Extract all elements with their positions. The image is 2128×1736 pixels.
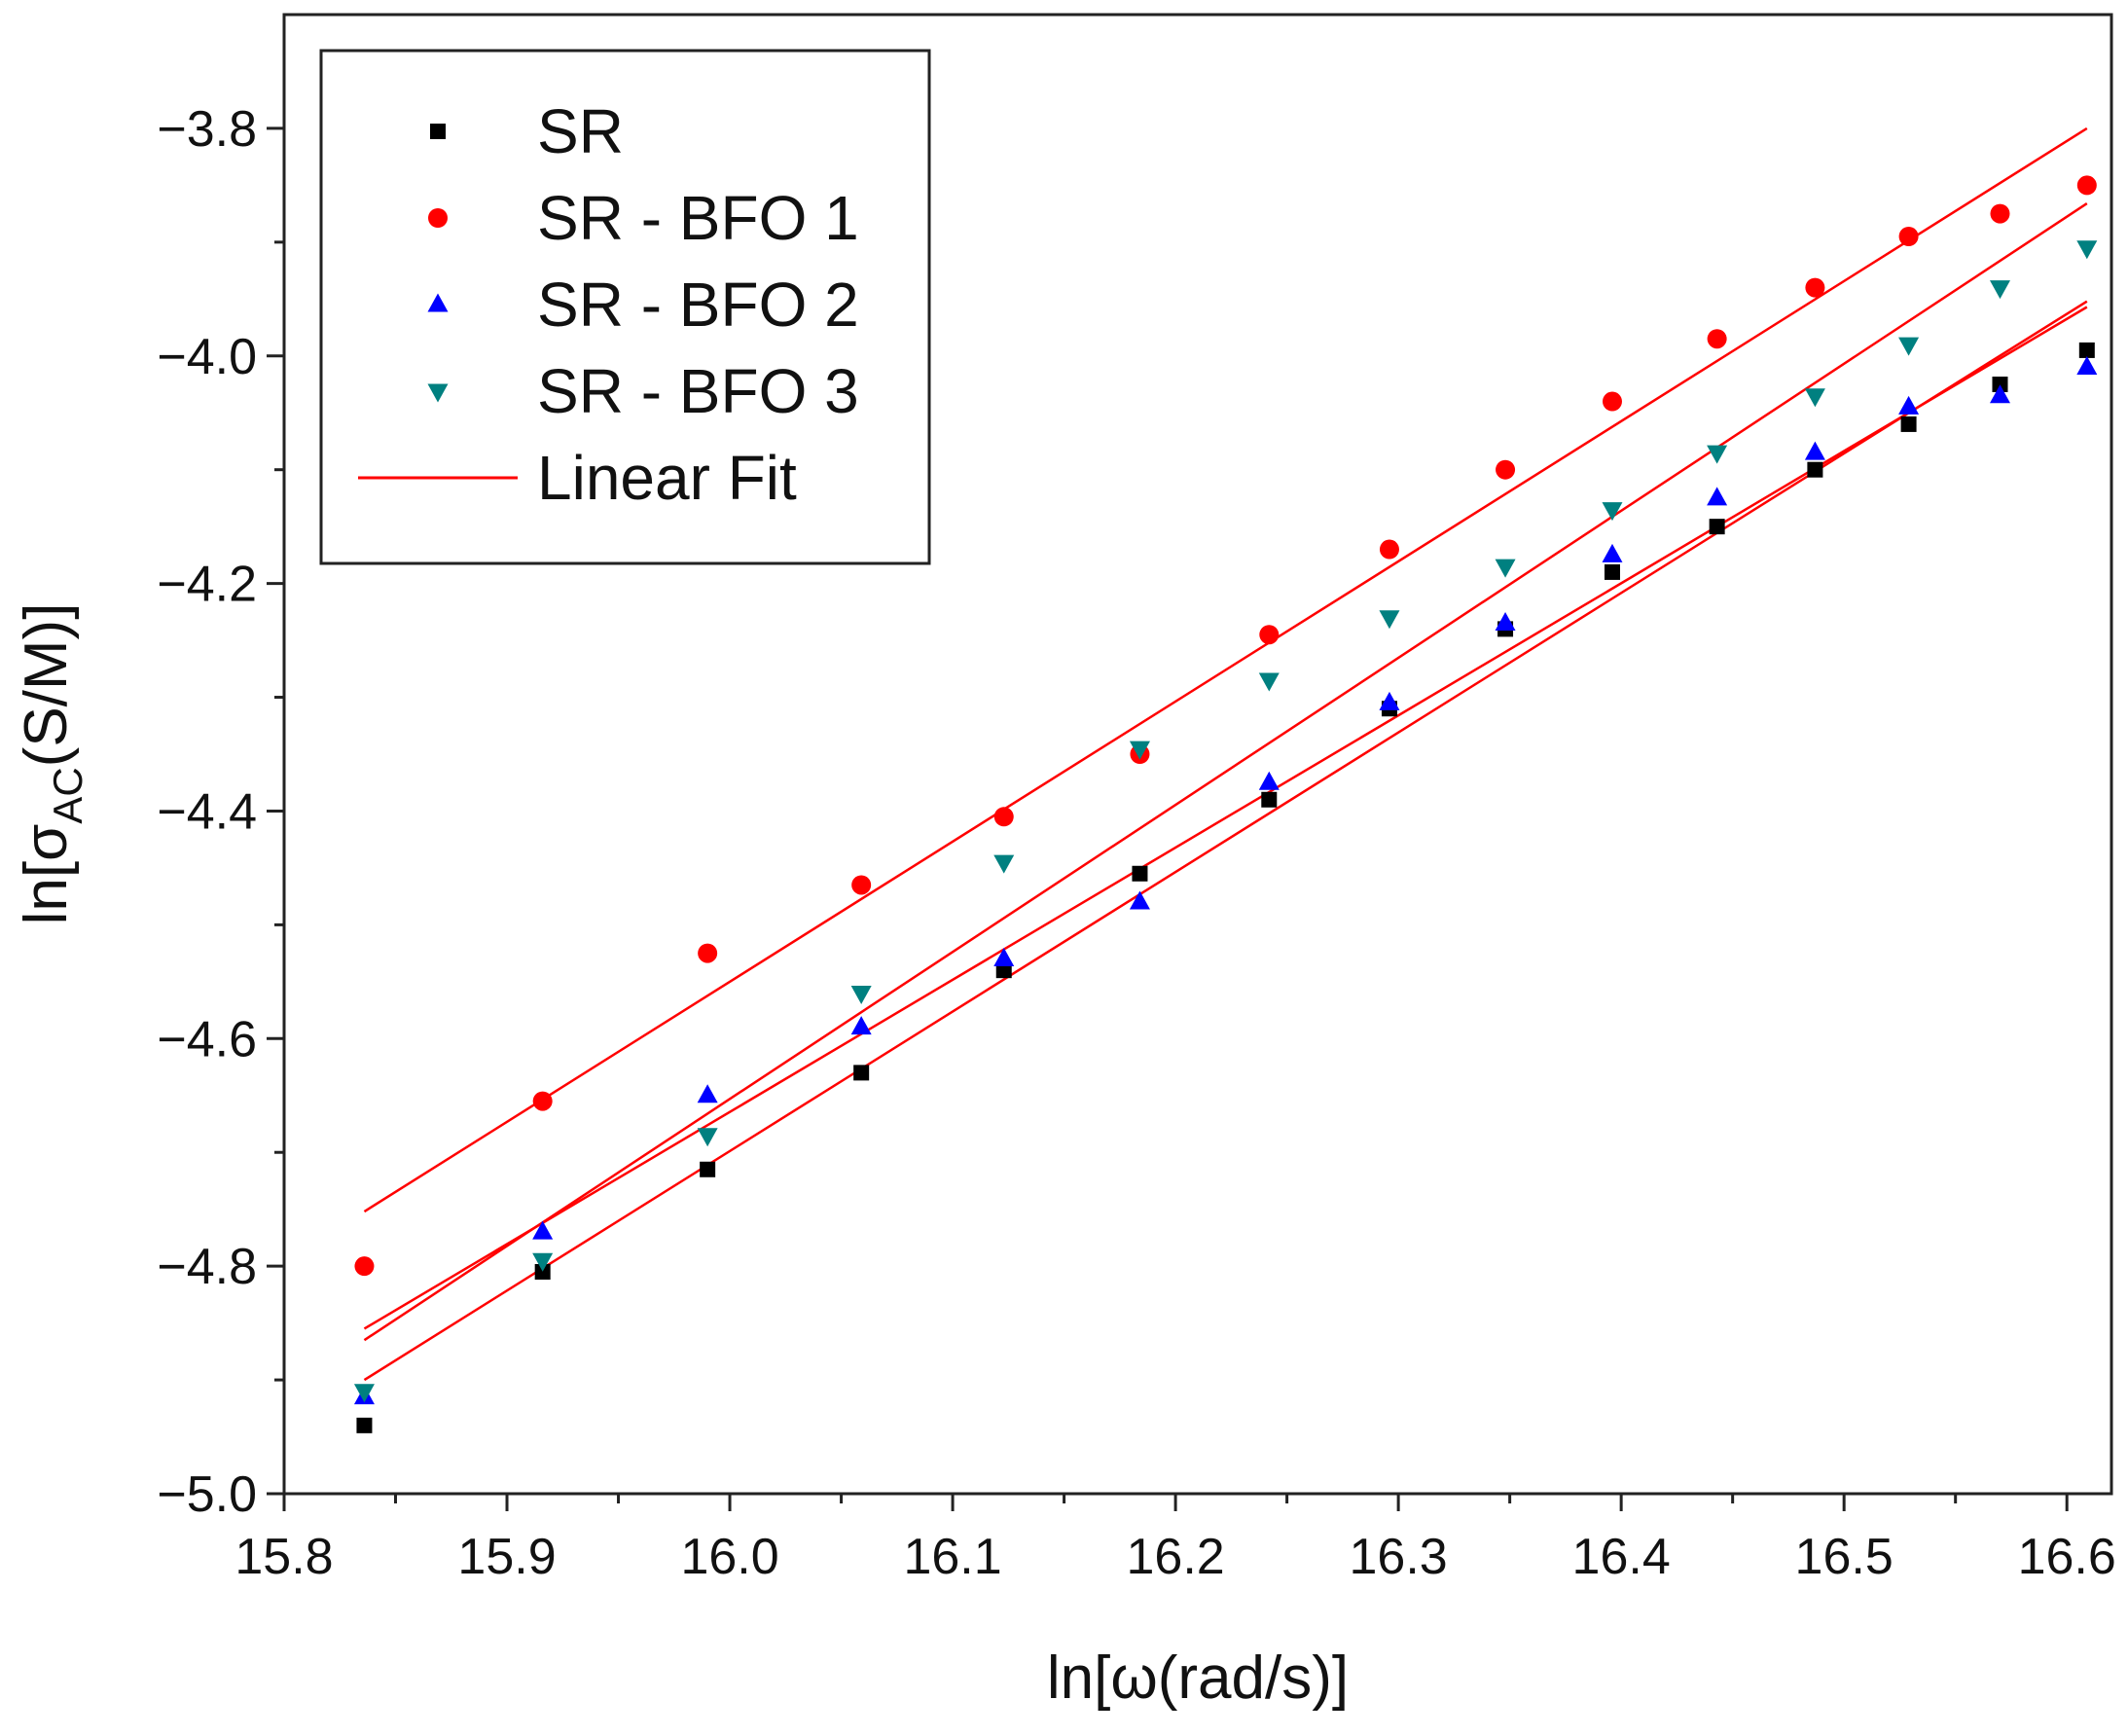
data-point-sr-bfo-2: [1898, 395, 1920, 415]
data-point-sr-bfo-3: [2076, 240, 2098, 260]
x-tick-label: 15.9: [457, 1529, 556, 1585]
y-axis: −5.0 −4.8 −4.6 −4.4 −4.2 −4.0 −3.8: [157, 101, 284, 1523]
data-points: [353, 175, 2098, 1433]
data-point-sr: [1709, 519, 1725, 535]
data-point-sr-bfo-1: [1259, 625, 1280, 645]
legend-marker-sr-bfo-3: [427, 383, 449, 403]
data-point-sr: [1807, 461, 1823, 478]
data-point-sr: [853, 1065, 870, 1081]
data-point-sr-bfo-1: [698, 943, 718, 963]
data-point-sr-bfo-1: [1602, 391, 1622, 412]
data-point-sr-bfo-3: [850, 986, 872, 1005]
x-tick-label: 16.3: [1350, 1529, 1448, 1585]
data-point-sr-bfo-1: [1805, 277, 1825, 298]
x-tick-label: 16.5: [1795, 1529, 1894, 1585]
legend-label: SR: [537, 96, 624, 166]
data-point-sr-bfo-1: [1379, 539, 1399, 560]
data-point-sr: [700, 1161, 716, 1177]
data-point-sr-bfo-1: [354, 1256, 375, 1277]
legend-marker-sr-bfo-1: [428, 208, 448, 228]
data-point-sr: [995, 962, 1012, 979]
data-point-sr-bfo-1: [2076, 175, 2097, 196]
y-tick-label: −3.8: [157, 101, 257, 158]
data-point-sr-bfo-2: [1989, 384, 2010, 404]
y-axis-label: ln[σAC(S/M)]: [13, 603, 90, 925]
data-point-sr-bfo-1: [993, 807, 1014, 827]
data-point-sr-bfo-2: [993, 947, 1015, 966]
x-tick-label: 16.1: [903, 1529, 1001, 1585]
y-tick-label: −4.8: [157, 1239, 257, 1295]
y-tick-label: −4.0: [157, 329, 257, 385]
y-tick-label: −5.0: [157, 1466, 257, 1523]
data-point-sr-bfo-2: [1602, 543, 1623, 562]
data-point-sr-bfo-3: [353, 1384, 375, 1403]
data-point-sr: [1132, 865, 1148, 882]
data-point-sr-bfo-3: [1989, 280, 2010, 300]
data-point-sr: [1604, 563, 1620, 580]
data-point-sr-bfo-2: [697, 1084, 718, 1103]
legend-label: Linear Fit: [537, 443, 797, 513]
y-axis-label-suffix: (S/M)]: [13, 603, 80, 768]
fit-line-sr-bfo-3: [363, 202, 2088, 1342]
data-point-sr-bfo-3: [1602, 502, 1623, 522]
data-point-sr: [1992, 377, 2008, 392]
data-point-sr-bfo-2: [1258, 771, 1280, 790]
data-point-sr-bfo-1: [1707, 329, 1727, 349]
data-point-sr-bfo-2: [1379, 691, 1400, 710]
data-point-sr-bfo-3: [1898, 337, 1920, 356]
data-point-sr-bfo-3: [1707, 445, 1728, 464]
fit-line-sr-bfo-2: [363, 306, 2088, 1330]
data-point-sr-bfo-2: [1495, 612, 1516, 632]
data-point-sr-bfo-3: [1379, 610, 1400, 630]
legend: SR SR - BFO 1 SR - BFO 2 SR - BFO 3 Linear F…: [319, 49, 931, 565]
x-tick-label: 16.0: [680, 1529, 778, 1585]
y-tick-label: −4.4: [157, 783, 257, 840]
legend-label: SR - BFO 2: [537, 270, 859, 340]
data-point-sr-bfo-2: [850, 1016, 872, 1035]
data-point-sr-bfo-2: [1707, 487, 1728, 506]
y-axis-label-subscript: AC: [45, 767, 90, 823]
data-point-sr-bfo-1: [532, 1091, 553, 1111]
y-tick-label: −4.2: [157, 557, 257, 613]
data-point-sr-bfo-3: [697, 1128, 718, 1147]
data-point-sr-bfo-2: [1804, 441, 1825, 460]
data-point-sr-bfo-1: [1990, 203, 2010, 224]
data-point-sr-bfo-1: [851, 875, 872, 895]
data-point-sr-bfo-3: [1258, 672, 1280, 692]
x-axis: 15.8 15.9 16.0 16.1 16.2 16.3 16.4 16.5 16.6: [234, 1494, 2116, 1585]
x-tick-label: 16.4: [1572, 1529, 1671, 1585]
data-point-sr-bfo-3: [1495, 559, 1516, 578]
legend-label: SR - BFO 3: [537, 356, 859, 426]
data-point-sr-bfo-2: [2076, 355, 2098, 375]
x-axis-label: ln[ω(rad/s)]: [1047, 1645, 1349, 1712]
data-point-sr-bfo-1: [1496, 459, 1516, 480]
data-point-sr-bfo-2: [532, 1220, 554, 1240]
data-point-sr: [2078, 342, 2095, 358]
data-point-sr-bfo-3: [1129, 741, 1150, 760]
x-tick-label: 15.8: [234, 1529, 333, 1585]
fit-line-sr: [363, 300, 2088, 1382]
legend-label: SR - BFO 1: [537, 183, 859, 253]
x-tick-label: 16.2: [1126, 1529, 1224, 1585]
data-point-sr-bfo-3: [993, 854, 1015, 874]
data-point-sr: [1261, 791, 1278, 808]
legend-marker-sr-bfo-2: [427, 293, 449, 312]
fit-lines: [363, 127, 2088, 1382]
data-point-sr: [1900, 416, 1917, 432]
x-tick-label: 16.6: [2018, 1529, 2116, 1585]
data-point-sr: [534, 1264, 551, 1280]
data-point-sr-bfo-3: [1804, 388, 1825, 408]
data-point-sr: [356, 1417, 373, 1433]
fit-line-sr-bfo-1: [363, 127, 2088, 1213]
plot-area-frame: [282, 13, 2113, 1496]
data-point-sr-bfo-3: [532, 1252, 554, 1272]
data-point-sr-bfo-2: [1129, 890, 1150, 910]
y-axis-label-prefix: ln[σ: [13, 824, 80, 925]
legend-marker-sr: [430, 124, 446, 139]
data-point-sr-bfo-1: [1898, 227, 1919, 246]
y-tick-label: −4.6: [157, 1011, 257, 1067]
